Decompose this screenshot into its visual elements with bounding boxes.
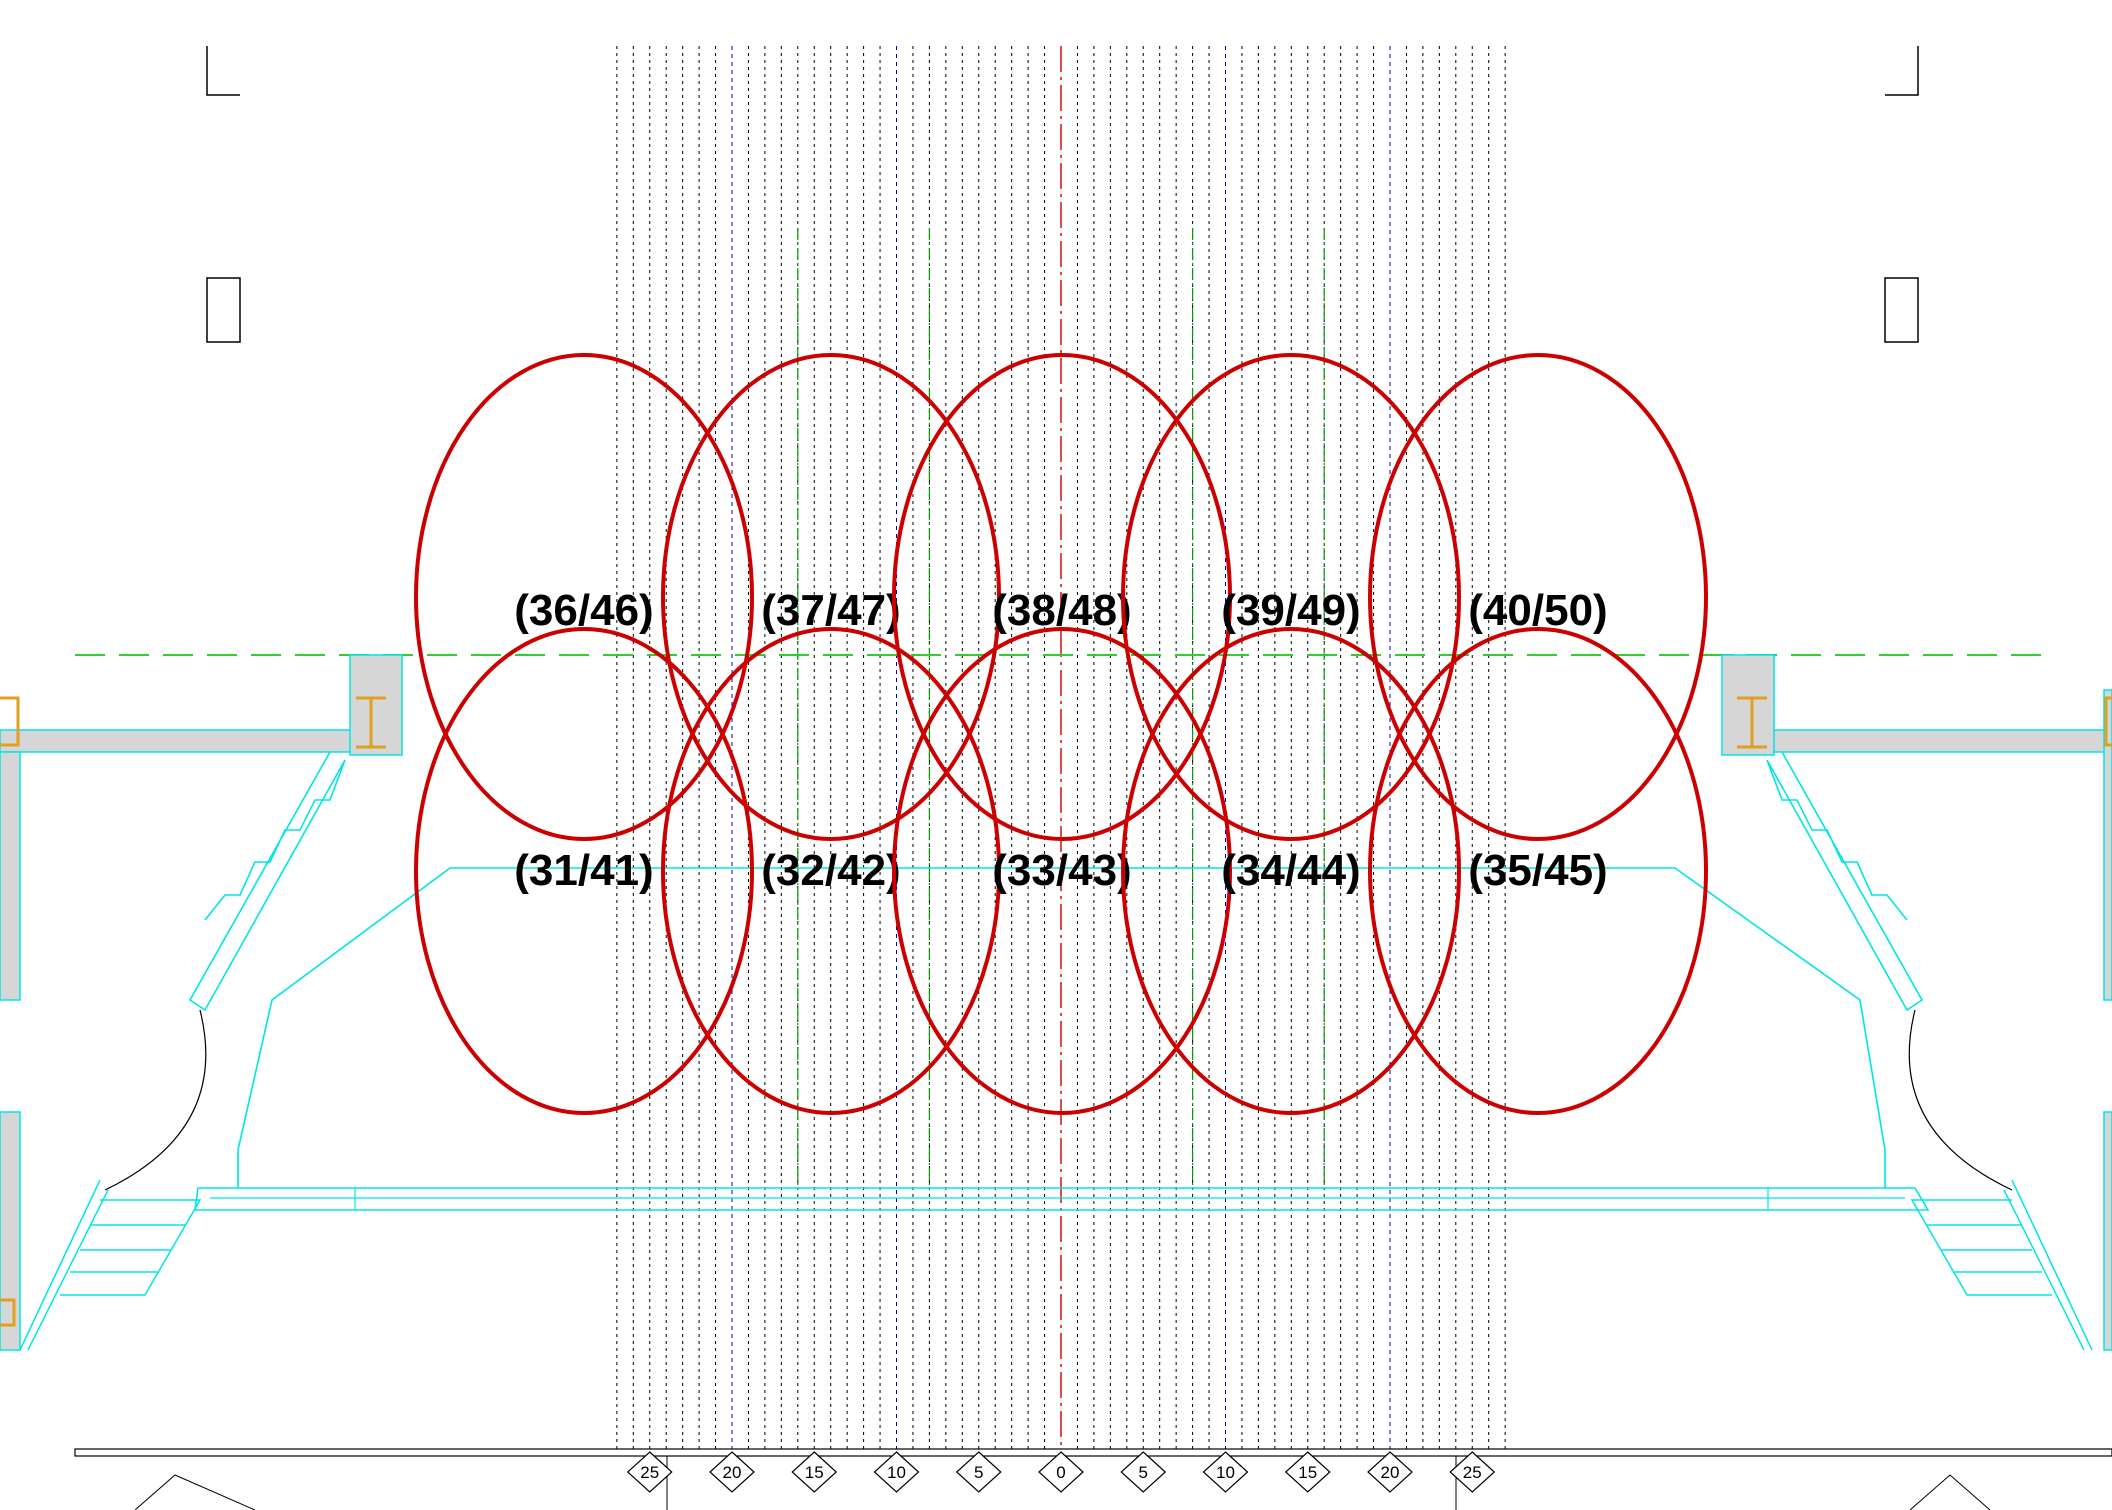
apron-outline [237,867,1886,1188]
zone-ellipse [414,627,754,1115]
zone-ellipse [661,353,1001,841]
steel-beam-edge-left-top [0,696,20,747]
axis-markers: 25 20 15 10 5 0 5 10 15 20 25 [626,1451,1496,1493]
door-arc-right [1908,1009,2013,1191]
axis-marker-label: 0 [1056,1463,1065,1482]
wall-block-right [1884,277,1919,343]
zone-ellipse [414,353,754,841]
ruler-corner-left [134,1474,256,1510]
stairs-left [19,1179,202,1351]
zone-ellipse [1368,627,1708,1115]
zone-label: (39/49) [1221,586,1360,635]
zone-label: (31/41) [514,846,653,895]
concrete-wall-left-lower [0,1111,21,1351]
steel-beam-edge-right [2104,696,2112,747]
axis-marker-diamond [1284,1451,1331,1493]
axis-marker-label: 10 [1216,1463,1235,1482]
axis-marker-diamond [709,1451,755,1493]
axis-marker-diamond [1038,1451,1084,1493]
axis-marker-label: 10 [887,1463,906,1482]
concrete-beam-right [1764,729,2112,753]
steel-beam-right [1737,696,1767,749]
stairs-right [1910,1179,2093,1351]
axis-marker-diamond [1449,1451,1496,1493]
zone-label: (40/50) [1468,586,1607,635]
stage-structure [0,46,2112,1510]
stage-outline-right [1766,751,1924,1012]
stage-outline-left [188,751,346,1012]
concrete-wall-left-upper [0,751,21,1001]
axis-marker-diamond [1120,1451,1167,1493]
zone-ellipses: (36/46) (37/47) (38/48) (39/49) (40/50) (31/4… [414,353,1708,1115]
axis-marker-diamond [791,1451,838,1493]
zone-ellipse [661,627,1001,1115]
axis-marker-label: 25 [1463,1463,1482,1482]
zone-label: (34/44) [1221,846,1360,895]
axis-marker-label: 15 [1298,1463,1317,1482]
axis-marker-label: 15 [805,1463,824,1482]
axis-marker-label: 5 [1139,1463,1148,1482]
axis-marker-diamond [626,1451,673,1493]
zone-ellipse [1121,353,1461,841]
ruler-band [74,1448,2112,1457]
axis-marker-label: 25 [640,1463,659,1482]
zone-ellipse [1368,353,1708,841]
axis-marker-label: 5 [974,1463,983,1482]
steel-beam-left [356,696,386,749]
wall-stub-top-left [206,46,240,96]
axis-marker-label: 20 [1381,1463,1400,1482]
wall-block-left [206,277,241,343]
concrete-pillar-left [349,654,403,756]
batten-lines [616,46,1506,1449]
zone-label: (38/48) [992,586,1131,635]
zone-ellipse [892,627,1232,1115]
door-arc-left [104,1009,207,1191]
zone-label: (35/45) [1468,846,1607,895]
concrete-pillar-right [1721,654,1775,756]
concrete-wall-right-lower [2103,1111,2112,1351]
zone-label: (33/43) [992,846,1131,895]
axis-marker-diamond [873,1451,920,1493]
ruler-corner-right [1909,1474,1991,1510]
axis-marker-diamond [955,1451,1002,1493]
zone-ellipse [892,353,1232,841]
axis-marker-diamond [1202,1451,1249,1493]
wall-stub-top-right [1885,46,1919,96]
axis-marker-label: 20 [723,1463,742,1482]
axis-marker-diamond [1367,1451,1413,1493]
zone-label: (32/42) [761,846,900,895]
concrete-beam-left [0,729,361,753]
concrete-wall-right-upper [2103,689,2112,1001]
zone-label: (37/47) [761,586,900,635]
stage-front-edge [194,1187,1930,1211]
steel-beam-edge-left-bottom [0,1298,16,1327]
zone-label: (36/46) [514,586,653,635]
zone-ellipse [1121,627,1461,1115]
